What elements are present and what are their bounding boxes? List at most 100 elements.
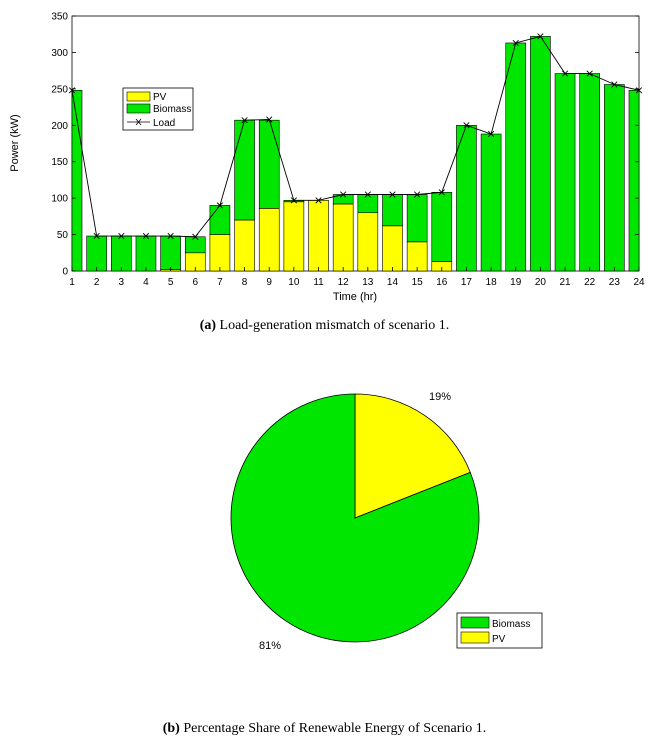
pie-legend-label-pv: PV bbox=[492, 634, 506, 645]
load-marker-7 bbox=[216, 202, 224, 209]
bar-biomass-16 bbox=[431, 192, 453, 262]
x-tick-label-20: 20 bbox=[535, 277, 547, 288]
load-marker-18 bbox=[487, 130, 495, 138]
bar-biomass-13 bbox=[357, 194, 379, 214]
load-marker-21 bbox=[561, 70, 569, 77]
x-tick-label-8: 8 bbox=[242, 277, 248, 288]
bar-biomass-14 bbox=[382, 194, 403, 227]
x-tick-label-19: 19 bbox=[510, 277, 522, 288]
bar-pv-13 bbox=[357, 212, 379, 272]
pie-legend-swatch-pv bbox=[460, 631, 490, 644]
caption-b-prefix: (b) bbox=[162, 721, 180, 736]
bar-pv-10 bbox=[283, 201, 305, 272]
load-marker-22 bbox=[586, 70, 593, 77]
load-marker-16 bbox=[438, 189, 445, 196]
caption-a-text: Load-generation mismatch of scenario 1. bbox=[219, 318, 450, 333]
load-marker-11 bbox=[315, 197, 322, 204]
x-tick-label-4: 4 bbox=[143, 277, 149, 288]
load-line bbox=[71, 35, 640, 238]
x-ticks: 1 2 3 4 5 6 7 8 9 10 11 12 13 14 15 16 17 18 19 20 21 22 23 24 bbox=[69, 267, 645, 288]
x-tick-label-13: 13 bbox=[362, 277, 374, 288]
x-tick-label-18: 18 bbox=[486, 277, 498, 288]
x-tick-label-22: 22 bbox=[584, 277, 596, 288]
bar-pv-8 bbox=[234, 219, 255, 272]
y-tick-label-100: 100 bbox=[51, 194, 68, 205]
y-tick-label-250: 250 bbox=[51, 84, 68, 95]
caption-b-text: Percentage Share of Renewable Energy of … bbox=[183, 721, 487, 736]
load-marker-1 bbox=[68, 87, 76, 94]
x-tick-label-12: 12 bbox=[338, 277, 350, 288]
pie-label-pv: 19% bbox=[429, 391, 451, 403]
legend-swatch-biomass bbox=[126, 103, 151, 114]
load-marker-3 bbox=[118, 232, 125, 240]
pie-legend-swatch-biomass bbox=[460, 616, 490, 629]
legend-label-biomass: Biomass bbox=[153, 104, 191, 115]
x-tick-label-9: 9 bbox=[266, 277, 272, 288]
bar-biomass-3 bbox=[111, 235, 132, 272]
x-tick-label-6: 6 bbox=[192, 277, 198, 288]
x-tick-label-21: 21 bbox=[559, 277, 571, 288]
bar-pv-9 bbox=[258, 208, 280, 272]
y-tick-label-300: 300 bbox=[51, 48, 68, 59]
x-tick-label-5: 5 bbox=[168, 277, 174, 288]
bar-pv-14 bbox=[382, 225, 403, 272]
legend-swatch-pv bbox=[126, 91, 151, 102]
load-marker-9 bbox=[266, 116, 273, 123]
bar-pv-15 bbox=[406, 241, 428, 272]
x-tick-label-11: 11 bbox=[313, 277, 324, 288]
bar-pv-11 bbox=[308, 200, 329, 272]
y-tick-label-150: 150 bbox=[51, 157, 68, 168]
load-marker-24 bbox=[635, 87, 643, 94]
x-tick-label-16: 16 bbox=[436, 277, 448, 288]
pie-slice-pv bbox=[354, 393, 471, 519]
x-tick-label-17: 17 bbox=[461, 277, 473, 288]
load-marker-14 bbox=[389, 191, 396, 198]
x-tick-label-14: 14 bbox=[387, 277, 399, 288]
pie-legend: Biomass PV bbox=[456, 612, 543, 649]
bar-biomass-21 bbox=[554, 73, 576, 272]
load-line-group bbox=[68, 33, 643, 240]
caption-a-prefix: (a) bbox=[199, 318, 217, 333]
x-tick-label-10: 10 bbox=[288, 277, 300, 288]
y-tick-label-200: 200 bbox=[51, 121, 68, 132]
bar-pv-7 bbox=[209, 234, 231, 272]
x-tick-label-1: 1 bbox=[69, 277, 75, 288]
x-axis-label: Time (hr) bbox=[333, 291, 377, 303]
bar-biomass-1 bbox=[71, 90, 83, 272]
bar-biomass-7 bbox=[209, 205, 231, 235]
load-marker-2 bbox=[93, 232, 100, 240]
load-marker-17 bbox=[463, 122, 470, 129]
pie-slice-biomass bbox=[230, 393, 480, 643]
plot-frame bbox=[71, 15, 640, 272]
y-ticks: 0 50 100 150 200 250 300 350 bbox=[51, 12, 639, 278]
load-marker-6 bbox=[192, 233, 199, 240]
bar-biomass-4 bbox=[135, 235, 157, 272]
load-marker-23 bbox=[611, 81, 618, 88]
legend-marker-load bbox=[135, 118, 142, 126]
bar-biomass-6 bbox=[184, 236, 206, 254]
load-marker-20 bbox=[537, 33, 544, 40]
load-marker-15 bbox=[414, 191, 421, 198]
x-tick-label-2: 2 bbox=[94, 277, 100, 288]
pie-label-biomass: 81% bbox=[259, 640, 281, 652]
load-marker-10 bbox=[290, 197, 297, 204]
bar-biomass-5 bbox=[160, 235, 181, 270]
y-tick-label-0: 0 bbox=[62, 267, 68, 278]
x-tick-label-7: 7 bbox=[217, 277, 223, 288]
y-tick-label-350: 350 bbox=[51, 12, 68, 23]
bar-legend: PV Biomass Load bbox=[122, 87, 194, 131]
bar-biomass-23 bbox=[604, 84, 625, 272]
x-tick-label-24: 24 bbox=[633, 277, 645, 288]
load-marker-4 bbox=[142, 232, 150, 240]
bar-biomass-9 bbox=[258, 119, 280, 209]
bar-biomass-2 bbox=[86, 235, 107, 272]
load-marker-19 bbox=[512, 39, 519, 47]
pie-chart: 19% 81% Biomass PV bbox=[230, 391, 543, 652]
legend-label-pv: PV bbox=[153, 92, 167, 103]
bar-biomass-18 bbox=[480, 133, 502, 272]
legend-label-load: Load bbox=[153, 118, 175, 129]
bar-biomass-19 bbox=[505, 42, 527, 272]
load-marker-5 bbox=[167, 232, 174, 240]
